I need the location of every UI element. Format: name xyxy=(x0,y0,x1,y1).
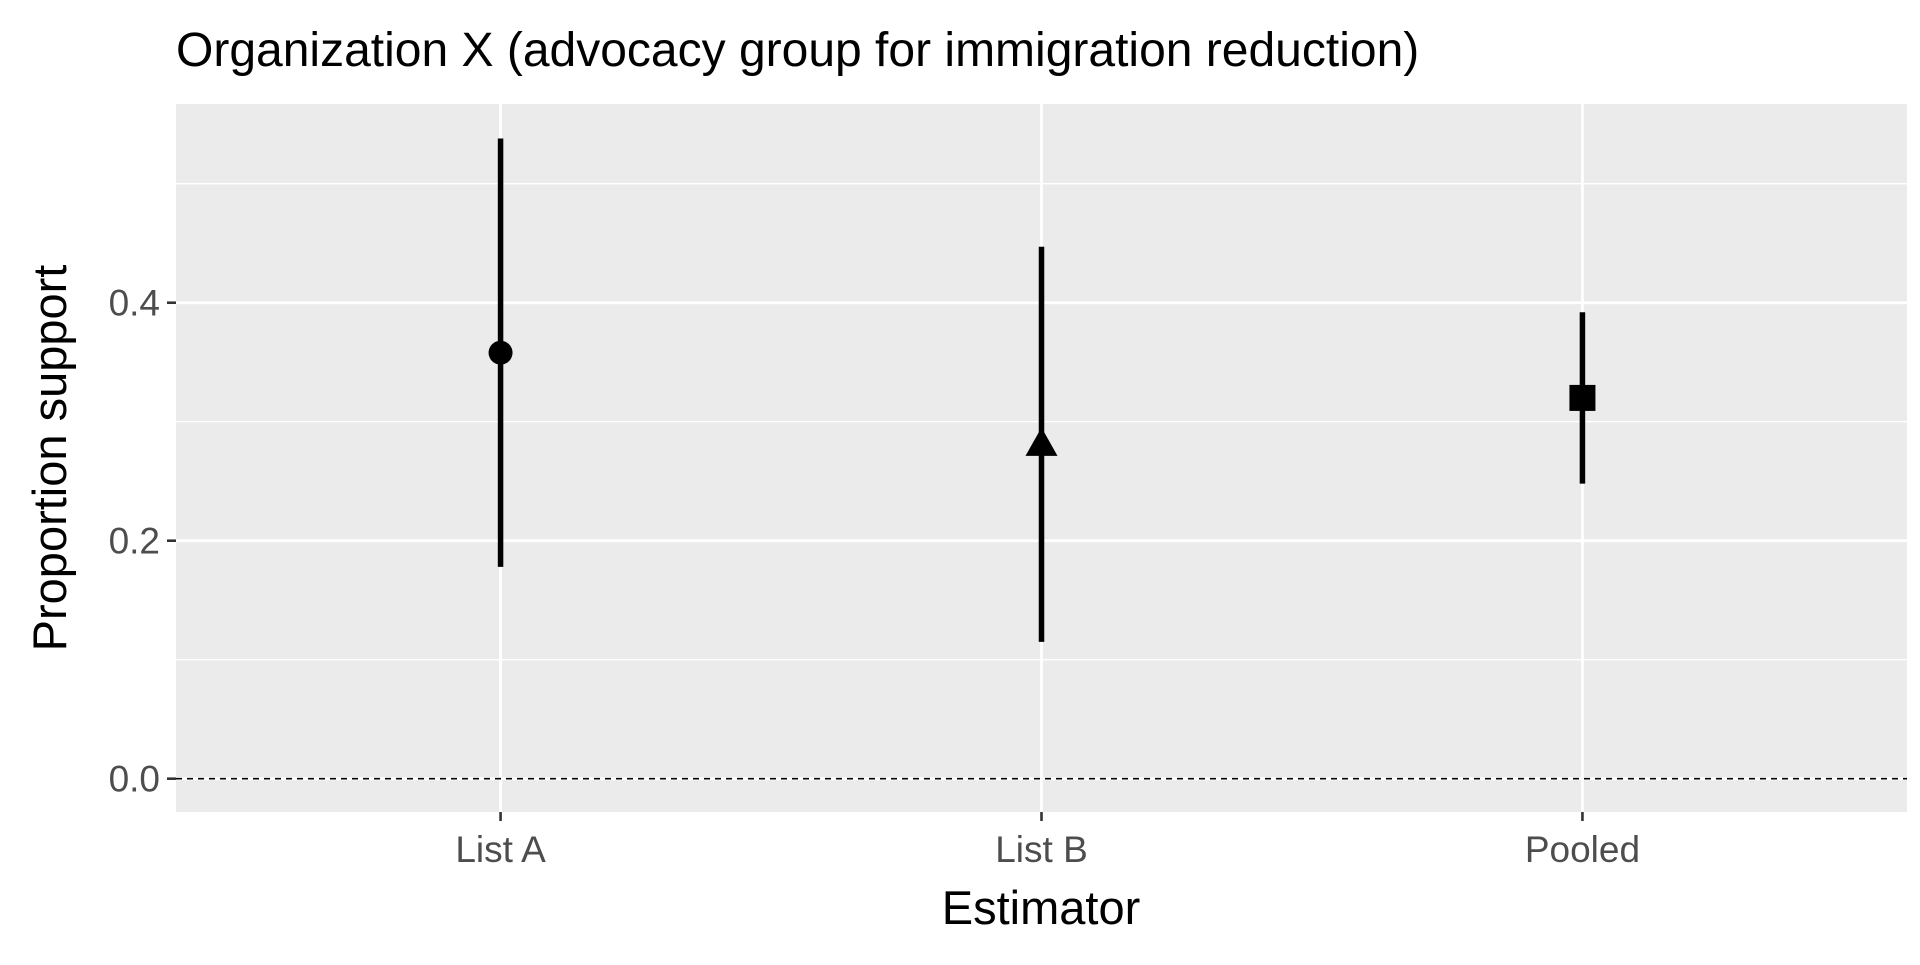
y-tick-label: 0.0 xyxy=(109,759,160,800)
y-tick-label: 0.2 xyxy=(109,521,160,562)
x-tick-label: List B xyxy=(995,829,1088,870)
point-triangle xyxy=(1025,427,1058,456)
point-square xyxy=(1569,384,1596,411)
x-axis-title: Estimator xyxy=(942,881,1141,934)
chart-title: Organization X (advocacy group for immig… xyxy=(176,24,1419,77)
y-tick-label: 0.4 xyxy=(109,283,160,324)
data-marks xyxy=(488,138,1596,642)
x-tick-label: Pooled xyxy=(1525,829,1640,870)
y-axis-title: Proportion support xyxy=(23,265,76,652)
axes: 0.0 0.2 0.4 List A List B Pooled xyxy=(109,283,1640,870)
x-tick-label: List A xyxy=(455,829,546,870)
point-circle xyxy=(488,340,513,365)
